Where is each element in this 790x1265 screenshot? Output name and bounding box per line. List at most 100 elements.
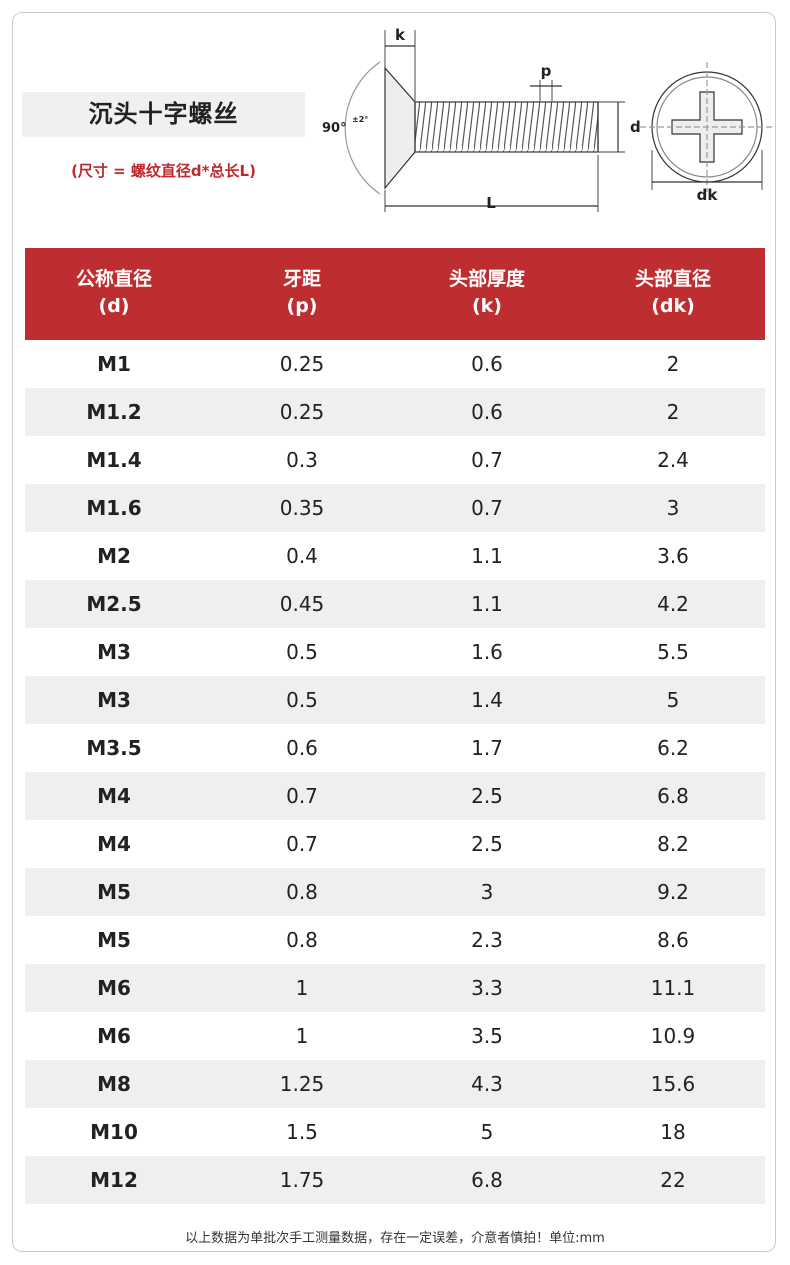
screw [344,30,775,212]
table-cell: 15.6 [650,1072,696,1096]
table-cell: 0.5 [286,640,318,664]
table-row: M5 0.8 2.3 8.6 [25,916,765,964]
footer: 以上数据为单批次手工测量数据，存在一定误差，介意者慎拍！单位:mm [185,1231,605,1246]
table-cell: 3 [666,496,680,520]
table-cell: M1.2 [86,400,142,424]
table-cell: 2.3 [471,928,503,952]
table-cell: 1 [295,976,309,1000]
table-cell: 1.6 [471,640,503,664]
table-cell: M2 [97,544,131,568]
column-symbol: (k) [471,295,502,317]
table-cell: 6.2 [657,736,689,760]
table-cell: 0.6 [471,352,503,376]
table-row: M10 1.5 5 18 [25,1108,765,1156]
table-cell: 2.5 [471,784,503,808]
column-name: 牙距 [282,268,321,290]
label-p: p [541,62,552,80]
table-cell: 3.5 [471,1024,503,1048]
table-row: M3.5 0.6 1.7 6.2 [25,724,765,772]
table-row: M12 1.75 6.8 22 [25,1156,765,1204]
column-header: 公称直径 (d) [24,266,204,320]
column-name: 公称直径 [75,268,152,290]
table-row: M6 1 3.3 11.1 [25,964,765,1012]
table-cell: 4.2 [657,592,689,616]
table-row: M6 1 3.5 10.9 [25,1012,765,1060]
table-cell: 11.1 [650,976,696,1000]
label-k: k [395,26,406,44]
table-cell: 0.8 [286,880,318,904]
subtitle: (尺寸 = 螺纹直径d*总长L) [71,162,256,180]
table-cell: 8.2 [657,832,689,856]
table-cell: 1 [295,1024,309,1048]
table-header: 公称直径 (d) 牙距 (p) 头部厚度 (k) 头部直径 (dk) [25,248,765,340]
table-cell: M10 [90,1120,138,1144]
table-cell: 1.5 [286,1120,318,1144]
table-row: M1.6 0.35 0.7 3 [25,484,765,532]
table-row: M4 0.7 2.5 8.2 [25,820,765,868]
table-cell: 5.5 [657,640,689,664]
table-cell: 0.6 [471,400,503,424]
column-name: 头部厚度 [448,268,525,290]
table-row: M2 0.4 1.1 3.6 [25,532,765,580]
table-row: M1.2 0.25 0.6 2 [25,388,765,436]
label-angle: 90° [322,121,347,136]
table-cell: M5 [97,880,131,904]
table-cell: 2 [666,400,680,424]
column-header: 头部厚度 (k) [397,266,577,320]
table-cell: 1.7 [471,736,503,760]
table-cell: M1.4 [86,448,142,472]
table-row: M3 0.5 1.6 5.5 [25,628,765,676]
table-row: M3 0.5 1.4 5 [25,676,765,724]
table-cell: 0.7 [286,784,318,808]
table-cell: 0.7 [286,832,318,856]
table-cell: 10.9 [650,1024,696,1048]
column-symbol: (d) [98,295,130,317]
table-cell: 0.6 [286,736,318,760]
table-row: M2.5 0.45 1.1 4.2 [25,580,765,628]
table-cell: 0.7 [471,496,503,520]
table-cell: 5 [666,688,680,712]
table-cell: 5 [480,1120,494,1144]
table-cell: 22 [660,1168,686,1192]
table-cell: 6.8 [471,1168,503,1192]
table-cell: M3 [97,640,131,664]
label-tolerance: ±2° [352,115,368,124]
table-cell: M2.5 [86,592,142,616]
table-row: M4 0.7 2.5 6.8 [25,772,765,820]
table-cell: 2.4 [657,448,689,472]
column-header: 牙距 (p) [212,266,392,320]
table-cell: M8 [97,1072,131,1096]
column-name: 头部直径 [634,268,711,290]
label-dk: dk [697,186,719,204]
column-symbol: (dk) [651,295,695,317]
table-cell: M6 [97,1024,131,1048]
table-cell: M5 [97,928,131,952]
table-cell: 9.2 [657,880,689,904]
table-cell: 1.1 [471,592,503,616]
frame [12,12,776,1252]
table-cell: 3.3 [471,976,503,1000]
table-cell: 0.25 [279,352,325,376]
table-cell: 8.6 [657,928,689,952]
table-cell: 0.3 [286,448,318,472]
table-cell: 1.4 [471,688,503,712]
column-symbol: (p) [286,295,318,317]
table-row: M1.4 0.3 0.7 2.4 [25,436,765,484]
label-L: L [486,194,496,212]
table-cell: M12 [90,1168,138,1192]
table-row: M5 0.8 3 9.2 [25,868,765,916]
table-cell: M1.6 [86,496,142,520]
table-cell: M3 [97,688,131,712]
table-cell: M4 [97,832,131,856]
table-cell: 0.35 [279,496,325,520]
table-row: M8 1.25 4.3 15.6 [25,1060,765,1108]
title: 沉头十字螺丝 [22,92,305,137]
table-cell: 1.1 [471,544,503,568]
table-cell: 0.25 [279,400,325,424]
label-d: d [630,118,641,136]
table-cell: 2 [666,352,680,376]
table-cell: 4.3 [471,1072,503,1096]
table-cell: 6.8 [657,784,689,808]
screw-diagram: k p d L dk 90° ±2° [322,26,775,212]
